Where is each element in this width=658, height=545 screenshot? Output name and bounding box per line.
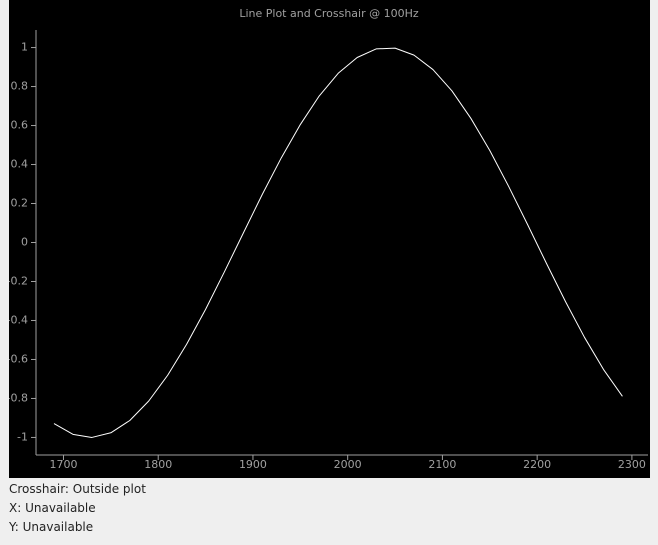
y-tick-label: 0.8	[11, 80, 29, 93]
x-tick-label: 1700	[49, 458, 77, 471]
data-line	[53, 47, 623, 438]
chart-title: Line Plot and Crosshair @ 100Hz	[239, 7, 419, 20]
y-tick-label: 1	[21, 41, 28, 54]
plot-widget: Line Plot and Crosshair @ 100Hz -1 -0.8 -0…	[9, 0, 650, 478]
y-tick-label: 0.6	[11, 119, 29, 132]
x-tick-label: 2000	[334, 458, 362, 471]
y-tick-label: 0.4	[11, 158, 29, 171]
y-tick-label: 0.2	[11, 197, 29, 210]
crosshair-status: Crosshair: Outside plot	[9, 482, 146, 496]
y-tick-label: -0.2	[9, 274, 28, 287]
y-tick-label: -0.8	[9, 391, 28, 404]
x-status: X: Unavailable	[9, 501, 96, 515]
x-tick-label: 1800	[144, 458, 172, 471]
x-tick-label: 2300	[618, 458, 646, 471]
x-tick-label: 2200	[523, 458, 551, 471]
y-tick-label: 0	[21, 236, 28, 249]
y-tick-label: -0.6	[9, 352, 28, 365]
x-tick-label: 2100	[428, 458, 456, 471]
x-tick-label: 1900	[239, 458, 267, 471]
y-status: Y: Unavailable	[9, 520, 94, 534]
y-tick-label: -1	[17, 430, 28, 443]
y-tick-label: -0.4	[9, 313, 28, 326]
